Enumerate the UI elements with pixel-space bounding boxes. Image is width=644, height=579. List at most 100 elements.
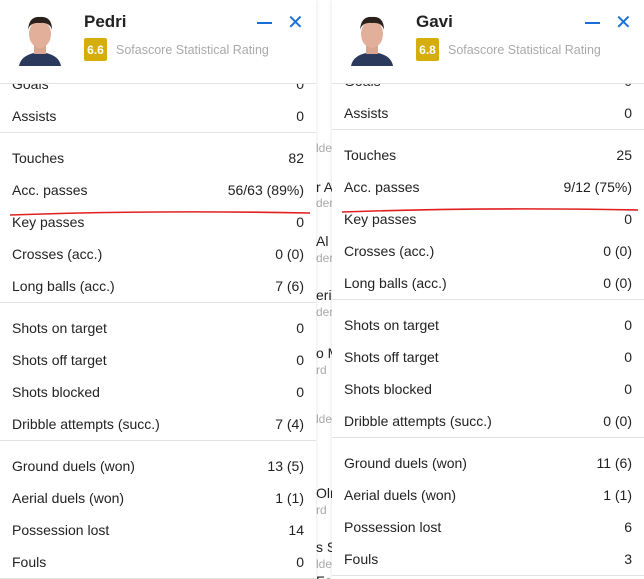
- minimize-icon[interactable]: [585, 22, 600, 24]
- stat-value: 0: [624, 381, 632, 397]
- stat-label: Key passes: [344, 211, 417, 227]
- background-text-fragment: lde: [316, 412, 333, 426]
- stats-scroll-area[interactable]: Goals 0 Assists 0 Touches 82 Acc. passes 56/63 …: [0, 84, 316, 579]
- stat-label: Ground duels (won): [344, 455, 467, 471]
- stat-value: 0: [296, 84, 304, 92]
- background-text-fragment: lde: [316, 557, 333, 571]
- stat-row: Ground duels (won) 11 (6): [332, 447, 644, 479]
- rating-badge: 6.8: [416, 38, 439, 61]
- stat-value: 0: [624, 211, 632, 227]
- background-text-fragment: der: [316, 196, 334, 210]
- stat-label: Dribble attempts (succ.): [12, 416, 160, 432]
- stats-section: Shots on target 0 Shots off target 0 Shots b…: [0, 303, 316, 441]
- player-header: Gavi 6.8 Sofascore Statistical Rating ✕: [332, 0, 644, 84]
- stat-row: Assists 0: [332, 97, 644, 129]
- stat-value: 0: [624, 84, 632, 89]
- stat-label: Fouls: [12, 554, 47, 570]
- stat-row: Dribble attempts (succ.) 0 (0): [332, 405, 644, 437]
- stat-value: 82: [288, 150, 304, 166]
- stat-value: 7 (6): [275, 278, 304, 294]
- stat-value: 1 (1): [275, 490, 304, 506]
- stat-value: 14: [288, 522, 304, 538]
- stat-value: 0 (0): [603, 275, 632, 291]
- stat-value: 0: [296, 214, 304, 230]
- stat-row: Aerial duels (won) 1 (1): [332, 479, 644, 511]
- stat-value: 0: [296, 108, 304, 124]
- stat-label: Assists: [12, 108, 57, 124]
- stat-label: Crosses (acc.): [344, 243, 435, 259]
- stat-label: Goals: [12, 84, 49, 92]
- player-avatar: [19, 16, 61, 66]
- stat-label: Shots blocked: [12, 384, 100, 400]
- stat-value: 7 (4): [275, 416, 304, 432]
- stat-value: 0 (0): [275, 246, 304, 262]
- stat-value: 6: [624, 519, 632, 535]
- minimize-icon[interactable]: [257, 22, 272, 24]
- stat-label: Possession lost: [344, 519, 442, 535]
- stat-value: 13 (5): [267, 458, 304, 474]
- stat-row: Crosses (acc.) 0 (0): [0, 238, 316, 270]
- stat-value: 0: [296, 384, 304, 400]
- stat-row: Assists 0: [0, 100, 316, 132]
- stat-row: Dribble attempts (succ.) 7 (4): [0, 408, 316, 440]
- close-icon[interactable]: ✕: [287, 12, 304, 34]
- stat-row: Shots off target 0: [0, 344, 316, 376]
- stat-label: Acc. passes: [344, 179, 420, 195]
- stat-row: Shots blocked 0: [332, 373, 644, 405]
- stats-section: Ground duels (won) 13 (5) Aerial duels (wo…: [0, 441, 316, 579]
- player-stats-panel-pedri: Pedri 6.6 Sofascore Statistical Rating ✕…: [0, 0, 316, 579]
- stat-row: Aerial duels (won) 1 (1): [0, 482, 316, 514]
- stat-value: 0 (0): [603, 413, 632, 429]
- background-text-fragment: Olr: [316, 485, 335, 501]
- stat-label: Crosses (acc.): [12, 246, 103, 262]
- stat-label: Fouls: [344, 551, 379, 567]
- stat-label: Long balls (acc.): [12, 278, 115, 294]
- background-text-fragment: s S: [316, 539, 337, 555]
- stat-row: Key passes 0: [0, 206, 316, 238]
- stats-section: Goals 0 Assists 0: [0, 84, 316, 133]
- stat-label: Shots on target: [12, 320, 107, 336]
- stat-value: 1 (1): [603, 487, 632, 503]
- stat-row: Goals 0: [0, 84, 316, 100]
- stats-scroll-area[interactable]: Goals 0 Assists 0 Touches 25 Acc. passes 9/12 (…: [332, 84, 644, 579]
- rating-label: Sofascore Statistical Rating: [116, 43, 269, 57]
- stat-value: 0: [624, 317, 632, 333]
- stat-row: Goals 0: [332, 84, 644, 97]
- background-text-fragment: der: [316, 305, 334, 319]
- stat-label: Shots on target: [344, 317, 439, 333]
- stat-value: 25: [616, 147, 632, 163]
- background-text-fragment: r A: [316, 179, 334, 195]
- stats-section: Touches 25 Acc. passes 9/12 (75%) Key passes…: [332, 130, 644, 300]
- close-icon[interactable]: ✕: [615, 12, 632, 34]
- stat-value: 56/63 (89%): [227, 182, 304, 198]
- stats-list: Goals 0 Assists 0 Touches 82 Acc. passes 56/63 …: [0, 84, 316, 579]
- rating-label: Sofascore Statistical Rating: [448, 43, 601, 57]
- stat-value: 0: [624, 349, 632, 365]
- stat-row: Touches 82: [0, 142, 316, 174]
- stat-row: Fouls 3: [332, 543, 644, 575]
- stat-label: Acc. passes: [12, 182, 88, 198]
- stat-value: 9/12 (75%): [563, 179, 632, 195]
- stat-value: 0: [296, 554, 304, 570]
- stat-value: 0: [624, 105, 632, 121]
- player-avatar: [351, 16, 393, 66]
- stat-value: 3: [624, 551, 632, 567]
- background-text-fragment: der: [316, 251, 334, 265]
- background-text-fragment: rd: [316, 503, 327, 517]
- stats-section: Goals 0 Assists 0: [332, 84, 644, 130]
- stat-row: Long balls (acc.) 0 (0): [332, 267, 644, 299]
- stat-label: Aerial duels (won): [12, 490, 125, 506]
- background-text-fragment: lde: [316, 141, 333, 155]
- stats-section: Touches 82 Acc. passes 56/63 (89%) Key passe…: [0, 133, 316, 303]
- stat-label: Shots off target: [344, 349, 439, 365]
- stat-value: 11 (6): [596, 455, 632, 471]
- stat-label: Assists: [344, 105, 389, 121]
- background-text-fragment: Al: [316, 233, 329, 249]
- player-name: Gavi: [416, 12, 453, 31]
- stat-row: Shots off target 0: [332, 341, 644, 373]
- stat-row: Ground duels (won) 13 (5): [0, 450, 316, 482]
- stat-label: Touches: [344, 147, 397, 163]
- stat-label: Possession lost: [12, 522, 110, 538]
- red-underline-annotation: [9, 211, 311, 216]
- stat-label: Goals: [344, 84, 381, 89]
